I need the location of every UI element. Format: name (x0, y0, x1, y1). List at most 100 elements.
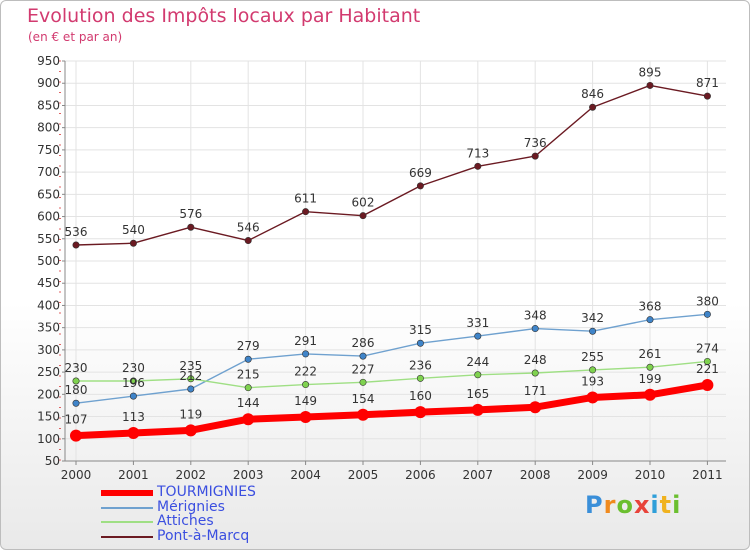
data-point-pont-a-marcq (474, 162, 482, 170)
data-point-merignies (359, 352, 367, 360)
y-tick-label: 400 (37, 298, 60, 312)
x-tick-label: 2008 (520, 468, 551, 482)
y-tick-label: 250 (37, 365, 60, 379)
data-point-merignies (72, 399, 80, 407)
x-tick-label: 2004 (290, 468, 321, 482)
legend-label-tourmignies: TOURMIGNIES (157, 484, 256, 500)
data-point-tourmignies (357, 408, 369, 421)
series-line-pont-a-marcq (75, 84, 708, 246)
data-label-attiches: 248 (524, 353, 547, 367)
data-point-pont-a-marcq (589, 103, 597, 111)
data-point-attiches (531, 369, 539, 377)
data-label-merignies: 180 (65, 383, 88, 397)
data-labels: 536 540 576 546 611 602 669 713 736 846 895 871 180 1… (65, 65, 719, 426)
y-tick-label: 900 (37, 76, 60, 90)
data-label-pont-a-marcq: 611 (294, 192, 317, 206)
data-point-merignies (646, 316, 654, 324)
data-point-tourmignies (184, 424, 197, 437)
data-label-attiches: 261 (639, 347, 662, 361)
data-label-pont-a-marcq: 846 (581, 87, 604, 101)
data-label-pont-a-marcq: 669 (409, 166, 432, 180)
data-label-attiches: 227 (352, 362, 375, 376)
legend-swatch-pont-a-marcq (101, 536, 153, 539)
data-label-tourmignies: 107 (65, 413, 88, 427)
data-point-attiches (416, 374, 424, 382)
data-label-pont-a-marcq: 713 (466, 146, 489, 160)
data-point-attiches (187, 375, 195, 383)
y-tick-label: 750 (37, 143, 60, 157)
logo-letter: i (650, 491, 660, 519)
grid-lines (65, 60, 726, 462)
data-point-pont-a-marcq (531, 152, 539, 160)
legend-swatch-tourmignies (101, 490, 153, 496)
data-point-tourmignies (414, 406, 427, 419)
y-tick-label: 800 (37, 121, 60, 135)
data-label-merignies: 331 (466, 316, 489, 330)
data-point-pont-a-marcq (129, 239, 137, 247)
logo-letter: o (616, 491, 634, 519)
data-point-tourmignies (644, 388, 656, 401)
data-point-merignies (129, 392, 137, 400)
x-tick-label: 2010 (635, 468, 666, 482)
data-point-attiches (589, 366, 597, 374)
data-label-merignies: 348 (524, 309, 547, 323)
data-point-tourmignies (299, 411, 312, 423)
x-tick-label: 2007 (463, 468, 494, 482)
data-label-tourmignies: 193 (581, 374, 604, 388)
data-point-pont-a-marcq (187, 223, 195, 231)
series-line-tourmignies (75, 381, 708, 440)
data-point-attiches (244, 384, 252, 392)
data-point-attiches (703, 357, 711, 365)
data-label-tourmignies: 113 (122, 410, 145, 424)
series-group (70, 81, 714, 442)
data-point-merignies (187, 385, 195, 393)
data-point-attiches (302, 381, 310, 389)
data-label-tourmignies: 199 (639, 372, 662, 386)
data-label-pont-a-marcq: 540 (122, 223, 145, 237)
x-tick-label: 2006 (405, 468, 436, 482)
logo-letter: r (603, 491, 617, 519)
data-label-pont-a-marcq: 576 (179, 207, 202, 221)
y-tick-label: 50 (45, 454, 60, 468)
x-tick-label: 2002 (176, 468, 207, 482)
data-label-merignies: 380 (696, 294, 719, 308)
y-tick-label: 700 (37, 165, 60, 179)
data-label-merignies: 342 (581, 311, 604, 325)
chart-subtitle: (en € et par an) (28, 30, 123, 44)
data-label-pont-a-marcq: 602 (352, 196, 375, 210)
data-point-tourmignies (529, 401, 542, 414)
data-point-tourmignies (242, 413, 255, 426)
data-point-tourmignies (127, 427, 140, 439)
data-point-attiches (359, 378, 367, 386)
data-point-pont-a-marcq (416, 182, 424, 190)
data-point-tourmignies (701, 379, 714, 391)
data-label-tourmignies: 154 (352, 392, 375, 406)
data-label-pont-a-marcq: 895 (639, 65, 662, 79)
legend-swatch-attiches (101, 521, 153, 524)
data-label-tourmignies: 144 (237, 396, 260, 410)
data-label-attiches: 230 (122, 361, 145, 375)
data-point-merignies (244, 355, 252, 363)
legend-label-pont-a-marcq: Pont-à-Marcq (157, 528, 250, 545)
x-tick-label: 2011 (692, 468, 723, 482)
data-point-tourmignies (471, 403, 484, 416)
y-tick-label: 100 (37, 432, 60, 446)
y-tick-label: 550 (37, 232, 60, 246)
series-line-attiches (76, 360, 708, 389)
x-tick-label: 2003 (233, 468, 264, 482)
proxiti-logo: Proxiti (585, 491, 681, 519)
data-point-pont-a-marcq (703, 92, 711, 100)
y-tick-label: 850 (37, 98, 60, 112)
logo-letter: x (633, 491, 651, 519)
data-point-tourmignies (586, 391, 599, 404)
data-point-attiches (129, 377, 137, 385)
data-label-merignies: 196 (122, 376, 145, 390)
series-line-merignies (75, 313, 708, 404)
data-point-pont-a-marcq (72, 241, 80, 249)
y-tick-label: 350 (37, 321, 60, 335)
x-tick-label: 2001 (118, 468, 149, 482)
data-label-merignies: 279 (237, 339, 260, 353)
y-tick-label: 600 (37, 210, 60, 224)
y-tick-label: 150 (37, 410, 60, 424)
